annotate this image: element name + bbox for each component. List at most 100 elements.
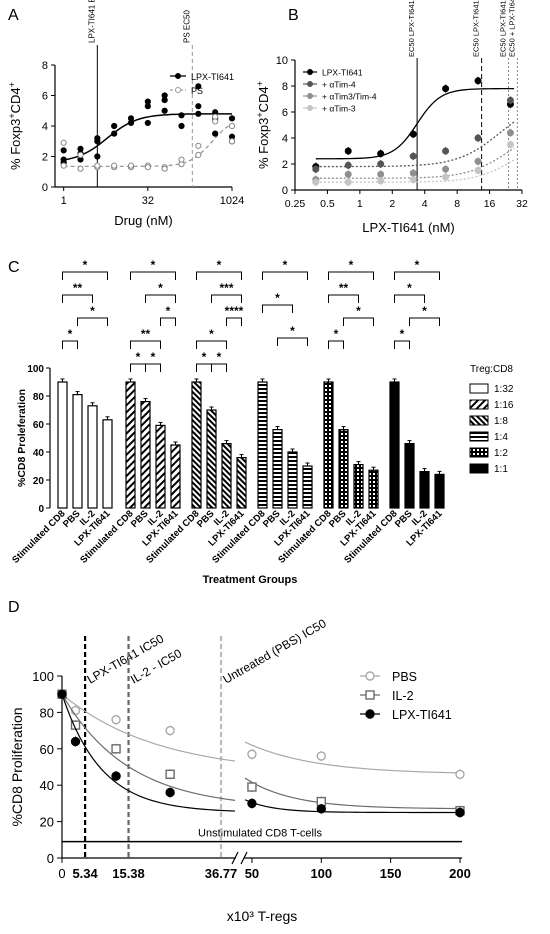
significance-marker: **** bbox=[225, 304, 244, 318]
legend-swatch bbox=[469, 431, 489, 442]
data-point bbox=[409, 169, 417, 177]
chart-b: 0 2 4 6 8 10 0.25 0.5 1 2 4 8 16 32 LPX-TI641 (nM) % Fo… bbox=[255, 0, 528, 235]
data-point bbox=[165, 725, 175, 736]
data-point bbox=[228, 138, 236, 145]
y-tick-label: 40 bbox=[40, 778, 54, 793]
data-point bbox=[212, 118, 219, 125]
legend-label: 1:1 bbox=[494, 464, 508, 475]
data-point bbox=[178, 112, 185, 119]
x-tick-label: 16 bbox=[484, 198, 496, 210]
chart-a: 0 2 4 6 8 1 32 1024 Drug (nM) % Foxp3+CD4+ LPX-TI6… bbox=[7, 0, 244, 228]
significance-bracket bbox=[196, 271, 242, 280]
significance-bracket bbox=[130, 340, 161, 349]
chart-d: 0 20 40 60 80 100 0 50 100 150 200 x10³ T-regs %CD8 … bbox=[9, 616, 471, 924]
data-point bbox=[57, 689, 67, 699]
data-point bbox=[506, 96, 514, 104]
significance-marker: * bbox=[334, 327, 339, 341]
significance-bracket bbox=[145, 294, 176, 303]
significance-marker: * bbox=[275, 291, 280, 305]
y-tick-label: 0 bbox=[47, 851, 54, 866]
x-tick-label: 32 bbox=[142, 195, 154, 207]
legend-label: 1:32 bbox=[494, 384, 514, 395]
bar bbox=[57, 381, 68, 509]
panel-label-b: B bbox=[288, 7, 299, 24]
x-tick-label: 0 bbox=[58, 866, 65, 881]
fit-curve-right bbox=[244, 777, 461, 810]
y-tick-label: 8 bbox=[42, 60, 48, 72]
significance-marker: * bbox=[68, 327, 73, 341]
data-point bbox=[111, 714, 121, 725]
legend-label: 1:16 bbox=[494, 400, 514, 411]
data-point bbox=[60, 156, 67, 163]
legend-marker bbox=[175, 73, 181, 79]
data-point bbox=[312, 178, 320, 186]
bar bbox=[389, 381, 400, 509]
legend-label: 1:4 bbox=[494, 432, 508, 443]
legend-title: Treg:CD8 bbox=[470, 364, 513, 375]
axis-break-mark bbox=[240, 851, 248, 865]
data-point bbox=[111, 771, 121, 781]
data-point bbox=[344, 161, 352, 169]
significance-bracket bbox=[328, 271, 374, 280]
data-point bbox=[60, 162, 67, 169]
data-point bbox=[506, 129, 514, 137]
data-point bbox=[195, 83, 202, 90]
significance-bracket bbox=[145, 363, 161, 372]
y-axis-label: %CD8 Proleferation bbox=[16, 389, 28, 487]
y-tick-label: 20 bbox=[40, 815, 54, 830]
y-tick-label: 60 bbox=[40, 742, 54, 757]
data-point bbox=[377, 170, 385, 178]
y-tick-label: 40 bbox=[33, 448, 45, 459]
fit-curve bbox=[315, 87, 515, 160]
fit-curve bbox=[315, 121, 515, 168]
y-axis-label: % Foxp3+CD4+ bbox=[255, 81, 271, 169]
significance-bracket bbox=[262, 271, 308, 280]
significance-bracket bbox=[62, 340, 78, 349]
legend-label: 1:2 bbox=[494, 448, 508, 459]
data-point bbox=[127, 162, 135, 169]
data-point bbox=[60, 147, 67, 154]
data-point bbox=[474, 167, 482, 174]
data-point bbox=[165, 787, 175, 798]
panel-label-a: A bbox=[8, 7, 19, 24]
significance-bracket bbox=[277, 337, 308, 346]
ec50-label: EC50 LPX-TI641 + αTim3/αTim4 bbox=[499, 0, 508, 57]
ec50-label: LPX-TI641 EC50 bbox=[87, 0, 96, 43]
data-point bbox=[178, 122, 185, 130]
x-axis-label: Drug (nM) bbox=[114, 213, 173, 228]
x-tick-label: 200 bbox=[449, 866, 471, 881]
significance-bracket bbox=[211, 363, 227, 372]
x-tick-label: 50 bbox=[245, 866, 259, 881]
ic50-value: 36.77 bbox=[205, 866, 238, 881]
bar bbox=[419, 471, 430, 509]
legend-swatch bbox=[469, 463, 489, 474]
x-tick-label: 1 bbox=[357, 198, 363, 210]
significance-marker: * bbox=[415, 258, 420, 272]
x-tick-label: 0.5 bbox=[320, 198, 335, 210]
significance-marker: * bbox=[217, 350, 222, 364]
y-tick-label: 6 bbox=[42, 91, 48, 103]
bar bbox=[368, 469, 379, 509]
bar bbox=[102, 419, 113, 509]
x-tick-label: 1024 bbox=[220, 195, 244, 207]
data-point bbox=[161, 92, 168, 99]
data-point bbox=[111, 744, 121, 754]
bar bbox=[434, 473, 445, 509]
legend-marker bbox=[175, 87, 181, 93]
data-point bbox=[247, 798, 257, 809]
data-point bbox=[247, 782, 257, 792]
bar bbox=[257, 381, 268, 509]
ic50-label: Untreated (PBS) IC50 bbox=[221, 616, 329, 687]
data-point bbox=[455, 807, 465, 818]
data-point bbox=[377, 160, 385, 168]
fit-curve-left bbox=[61, 693, 236, 762]
bar bbox=[125, 381, 136, 509]
data-point bbox=[111, 162, 118, 169]
data-point bbox=[474, 157, 482, 165]
data-point bbox=[111, 130, 118, 137]
data-point bbox=[377, 150, 385, 158]
x-tick-label: 32 bbox=[516, 198, 528, 210]
significance-marker: * bbox=[407, 281, 412, 295]
y-tick-label: 2 bbox=[42, 152, 48, 164]
